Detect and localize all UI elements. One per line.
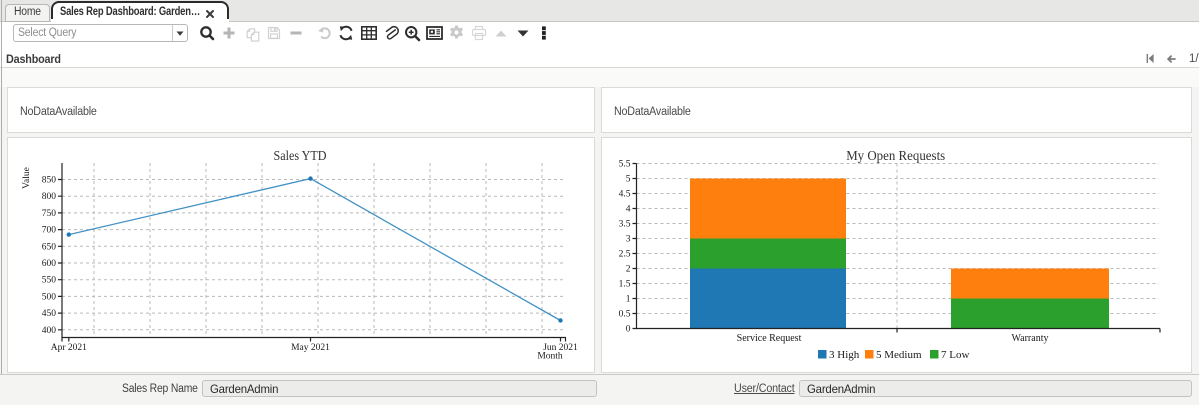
svg-text:Sales YTD: Sales YTD — [274, 148, 327, 163]
svg-text:0: 0 — [626, 325, 631, 335]
svg-text:My Open Requests: My Open Requests — [846, 148, 945, 163]
svg-text:7 Low: 7 Low — [941, 349, 969, 361]
svg-text:May 2021: May 2021 — [291, 343, 330, 353]
svg-text:650: 650 — [42, 242, 57, 252]
svg-text:600: 600 — [42, 259, 57, 269]
svg-text:1.5: 1.5 — [619, 280, 631, 290]
svg-text:500: 500 — [42, 292, 57, 302]
svg-text:Apr 2021: Apr 2021 — [51, 343, 87, 353]
svg-text:3: 3 — [626, 235, 631, 245]
svg-text:Service Request: Service Request — [737, 333, 802, 344]
svg-text:2.5: 2.5 — [619, 250, 631, 260]
svg-text:3.5: 3.5 — [619, 220, 631, 230]
svg-text:850: 850 — [42, 176, 57, 186]
svg-text:800: 800 — [42, 192, 57, 202]
svg-text:5: 5 — [626, 175, 631, 185]
svg-text:3 High: 3 High — [829, 349, 860, 361]
svg-text:4: 4 — [626, 205, 631, 215]
svg-text:Jun 2021: Jun 2021 — [543, 343, 578, 353]
svg-text:0.5: 0.5 — [619, 310, 631, 320]
svg-text:Warranty: Warranty — [1012, 333, 1049, 344]
svg-text:Month: Month — [537, 352, 563, 362]
svg-text:2: 2 — [626, 265, 631, 275]
svg-text:450: 450 — [42, 309, 57, 319]
svg-text:Value: Value — [22, 167, 32, 189]
svg-text:400: 400 — [42, 326, 57, 336]
svg-text:700: 700 — [42, 226, 57, 236]
svg-text:5 Medium: 5 Medium — [876, 349, 922, 361]
svg-text:5.5: 5.5 — [619, 160, 631, 170]
svg-text:1: 1 — [626, 295, 631, 305]
svg-text:4.5: 4.5 — [619, 190, 631, 200]
svg-text:750: 750 — [42, 209, 57, 219]
svg-text:550: 550 — [42, 276, 57, 286]
